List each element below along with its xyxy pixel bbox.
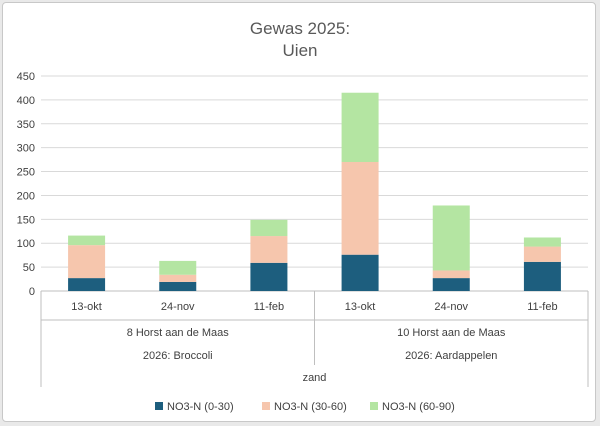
bar-segment [159,281,197,291]
y-tick-label: 400 [17,95,35,107]
bar-segment [341,254,379,291]
y-tick-label: 450 [17,71,35,83]
chart-frame: Gewas 2025: Uien 0 50 100 150 200 250 300 350 40… [2,2,596,422]
gridlines [41,75,588,292]
bar-segment [432,278,470,291]
legend-swatch [155,402,163,410]
y-tick-label: 300 [17,143,35,155]
y-tick-label: 150 [17,214,35,226]
bar-segment [341,92,379,162]
bar-segment [68,278,106,291]
bar-segment [250,262,288,291]
legend-label: NO3-N (60-90) [382,401,455,413]
chart-subtitle: Uien [283,41,318,60]
x-axis: 13-okt 24-nov 11-feb 13-okt 24-nov 11-feb 8 Ho… [40,291,589,387]
bar-segment [159,274,197,282]
x-tick-label: 11-feb [254,301,284,313]
legend-swatch [262,402,270,410]
y-tick-label: 200 [17,190,35,202]
bar-segment [432,270,470,279]
legend-label: NO3-N (0-30) [167,401,234,413]
bar-segment [523,261,561,291]
bar-segment [68,235,106,246]
legend: NO3-N (0-30) NO3-N (30-60) NO3-N (60-90) [155,401,455,413]
y-tick-label: 350 [17,119,35,131]
x-group-crop-label: 2026: Aardappelen [405,350,497,362]
bar-segment [523,246,561,262]
bar-segment [341,162,379,255]
x-group-location-label: 10 Horst aan de Maas [397,327,506,339]
y-tick-label: 0 [29,286,35,298]
bars [68,92,561,291]
bar-segment [250,219,288,237]
y-tick-label: 250 [17,167,35,179]
x-group-location-label: 8 Horst aan de Maas [127,327,230,339]
x-group-crop-label: 2026: Broccoli [143,350,213,362]
bar-segment [250,236,288,263]
bar-segment [523,237,561,247]
x-tick-label: 24-nov [161,301,195,313]
chart-svg: Gewas 2025: Uien 0 50 100 150 200 250 300 350 40… [17,19,589,413]
x-tick-label: 11-feb [527,301,557,313]
legend-label: NO3-N (30-60) [274,401,347,413]
y-axis-ticks: 0 50 100 150 200 250 300 350 400 450 [17,71,35,298]
x-soil-label: zand [303,372,327,384]
x-tick-label: 13-okt [345,301,376,313]
bar-segment [159,260,197,275]
x-tick-label: 13-okt [71,301,102,313]
x-tick-label: 24-nov [434,301,468,313]
y-tick-label: 50 [23,262,35,274]
bar-segment [432,205,470,271]
legend-swatch [370,402,378,410]
chart-title: Gewas 2025: [250,19,350,38]
bar-segment [68,245,106,279]
y-tick-label: 100 [17,238,35,250]
